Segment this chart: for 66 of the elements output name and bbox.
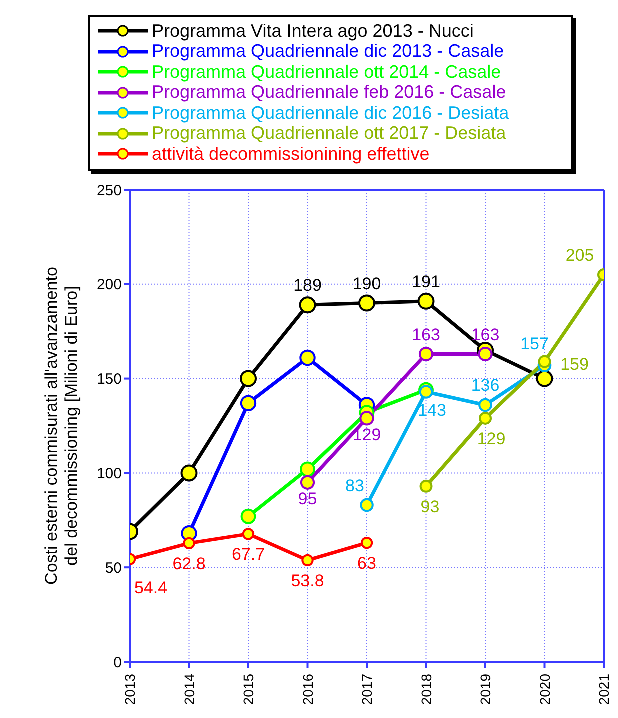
- data-label: 157: [520, 334, 549, 354]
- data-label: 143: [418, 401, 446, 420]
- point: [358, 294, 376, 312]
- data-label: 95: [298, 490, 318, 509]
- legend-label: Programma Quadriennale ott 2014 - Casale: [152, 62, 502, 83]
- data-label: 190: [352, 274, 382, 294]
- point: [360, 536, 374, 550]
- point: [302, 554, 314, 567]
- y-tick-label: 200: [96, 276, 122, 294]
- point: [180, 464, 198, 482]
- data-label: 54.4: [134, 578, 168, 598]
- point: [418, 346, 434, 362]
- point: [242, 528, 255, 540]
- data-label: 67.7: [232, 545, 266, 564]
- point: [183, 537, 196, 550]
- data-label: 163: [412, 325, 440, 344]
- point: [360, 411, 374, 426]
- point: [478, 346, 493, 362]
- data-label: 205: [566, 246, 594, 265]
- point: [419, 385, 434, 399]
- point: [240, 508, 256, 524]
- point: [420, 480, 433, 493]
- y-tick-label: 150: [96, 371, 122, 388]
- data-label: 53.8: [291, 571, 324, 590]
- point: [240, 370, 257, 388]
- point: [300, 475, 316, 490]
- legend-label: Programma Quadriennale dic 2013 - Casale: [152, 41, 504, 62]
- x-tick-label: 2014: [181, 674, 198, 706]
- data-label: 159: [560, 354, 589, 374]
- point: [536, 370, 554, 388]
- x-tick-label: 2020: [536, 674, 553, 706]
- data-label: 163: [471, 325, 500, 344]
- point: [300, 462, 316, 478]
- x-tick-label: 2017: [359, 674, 375, 706]
- x-tick-label: 2019: [478, 674, 494, 706]
- legend-label: Programma Quadriennale dic 2016 - Desiata: [152, 102, 510, 124]
- data-label: 93: [420, 497, 440, 516]
- data-label: 62.8: [172, 554, 206, 574]
- y-tick-label: 50: [105, 560, 122, 577]
- x-tick-label: 2018: [418, 674, 434, 706]
- legend-label: Programma Vita Intera ago 2013 - Nucci: [152, 20, 474, 42]
- data-label: 191: [412, 272, 440, 292]
- point: [418, 292, 435, 310]
- y-axis-title: Costi esterni commisurati all'avanzamento del decommissioning [Milioni di Euro]: [42, 267, 81, 585]
- legend-label: Programma Quadriennale feb 2016 - Casale: [152, 82, 506, 104]
- y-tick-label: 250: [96, 182, 122, 200]
- point: [360, 498, 374, 512]
- legend-label: Programma Quadriennale ott 2017 - Desiata: [152, 123, 506, 144]
- point: [538, 355, 552, 368]
- y-tick-label: 0: [114, 654, 122, 672]
- data-label: 189: [294, 276, 322, 296]
- data-label: 136: [471, 376, 500, 396]
- point: [299, 296, 316, 314]
- x-tick-label: 2015: [240, 674, 256, 706]
- legend-label: attività decommissionining effettive: [152, 144, 430, 165]
- x-tick-label: 2013: [122, 674, 138, 706]
- data-label: 129: [477, 429, 506, 448]
- point: [478, 398, 492, 412]
- point: [479, 412, 492, 425]
- x-tick-label: 2021: [596, 674, 612, 706]
- x-tick-label: 2016: [300, 674, 316, 706]
- point: [300, 350, 316, 366]
- point: [240, 395, 257, 412]
- y-tick-label: 100: [96, 466, 122, 483]
- data-label: 83: [346, 476, 364, 496]
- data-label: 63: [358, 554, 376, 574]
